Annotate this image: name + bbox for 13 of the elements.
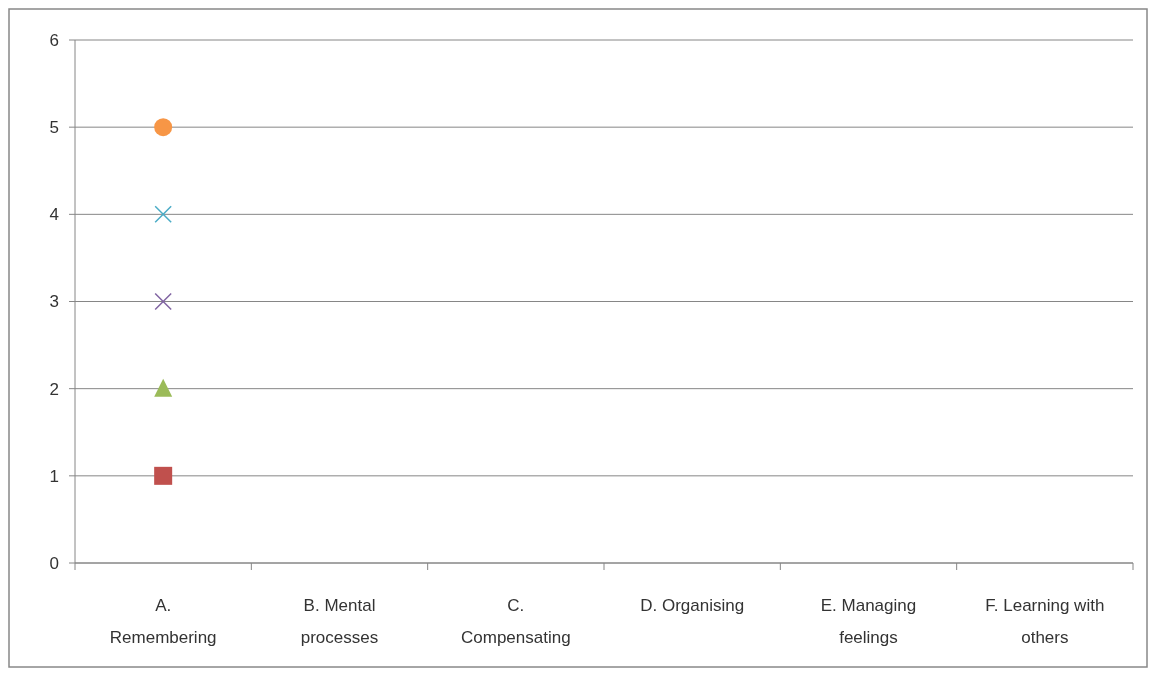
y-tick-label: 6: [49, 30, 59, 50]
y-tick-label: 2: [49, 379, 59, 399]
y-tick-label: 3: [49, 292, 59, 312]
x-tick-label: E. Managing feelings: [820, 596, 917, 647]
x-tick-label: B. Mental processes: [300, 596, 379, 647]
y-tick-label: 4: [49, 205, 59, 225]
y-tick-label: 1: [49, 466, 59, 486]
y-tick-label: 0: [49, 553, 59, 573]
x-tick-label: F. Learning with others: [985, 596, 1105, 647]
x-tick-label: D. Organising: [640, 596, 745, 615]
x-tick-label: A. Remembering: [109, 596, 217, 647]
y-tick-label: 5: [49, 118, 59, 138]
x-tick-label: C. Compensating: [461, 596, 571, 647]
